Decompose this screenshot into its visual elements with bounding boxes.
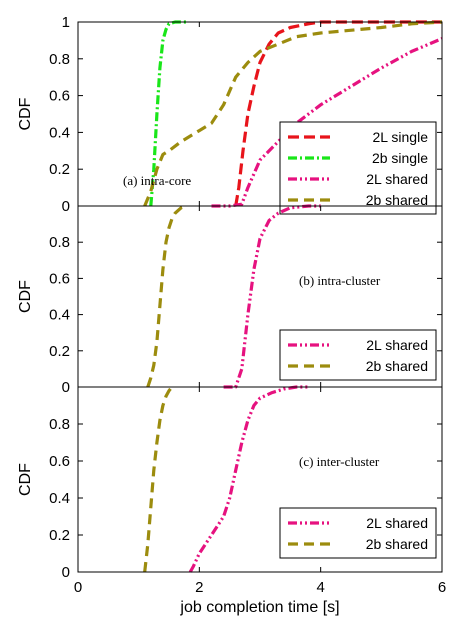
y-axis-label: CDF <box>17 280 34 313</box>
legend-label: 2b shared <box>366 536 428 552</box>
legend-box <box>279 329 437 381</box>
series-line-2b-shared <box>146 204 188 388</box>
y-axis-label: CDF <box>17 97 34 130</box>
panel-annotation: (c) inter-cluster <box>299 454 380 469</box>
y-tick-label: 1 <box>62 14 70 31</box>
y-tick-label: 0.4 <box>49 124 70 141</box>
y-tick-label: 0.6 <box>49 453 70 470</box>
y-tick-label: 0 <box>62 198 70 215</box>
series-line-2l-shared <box>188 385 309 573</box>
series-line-2l-shared <box>223 204 321 389</box>
series-line-2b-single <box>149 20 188 207</box>
y-tick-label: 0.2 <box>49 343 70 360</box>
x-tick-label: 4 <box>316 579 324 596</box>
y-tick-label: 0.4 <box>49 307 70 324</box>
y-tick-label: 0.6 <box>49 88 70 105</box>
plot-frame <box>77 386 443 573</box>
y-tick-label: 0.8 <box>49 51 70 68</box>
panel-annotation: (b) intra-cluster <box>299 273 381 288</box>
series-line-2b-shared <box>143 385 176 573</box>
legend-label: 2L shared <box>366 337 428 353</box>
series-line-2b-shared <box>143 20 443 207</box>
panel-2: 0 0.2 0.4 0.6 0.8 CDF (b) intra-cluster 2L shar… <box>17 204 443 396</box>
legend-box <box>279 507 437 559</box>
legend-label: 2L shared <box>366 515 428 531</box>
panel-1: 0 0.2 0.4 0.6 0.8 1 CDF (a) intra-core 2L single… <box>17 14 443 215</box>
y-tick-label: 0.4 <box>49 490 70 507</box>
y-tick-label: 0.2 <box>49 527 70 544</box>
legend: 2L shared 2b shared <box>279 329 437 381</box>
legend-label: 2b shared <box>366 192 428 208</box>
x-tick-label: 0 <box>74 579 82 596</box>
y-axis-label: CDF <box>17 463 34 496</box>
legend-label: 2b shared <box>366 358 428 374</box>
x-tick-label: 2 <box>195 579 203 596</box>
y-tick-label: 0.2 <box>49 161 70 178</box>
legend-label: 2L single <box>372 129 428 145</box>
y-tick-label: 0 <box>62 379 70 396</box>
legend: 2L shared 2b shared <box>279 507 437 559</box>
y-tick-label: 0.6 <box>49 270 70 287</box>
x-tick-label: 6 <box>438 579 446 596</box>
legend-label: 2L shared <box>366 171 428 187</box>
y-tick-label: 0 <box>62 564 70 581</box>
y-tick-label: 0.8 <box>49 416 70 433</box>
panel-annotation: (a) intra-core <box>123 173 191 188</box>
x-axis-label: job completion time [s] <box>179 599 339 616</box>
y-tick-label: 0.8 <box>49 234 70 251</box>
panel-3: 0 0.2 0.4 0.6 0.8 CDF (c) inter-cluster 2L shar… <box>17 385 446 616</box>
legend: 2L single 2b single 2L shared 2b shared <box>279 121 437 215</box>
legend-label: 2b single <box>372 150 428 166</box>
